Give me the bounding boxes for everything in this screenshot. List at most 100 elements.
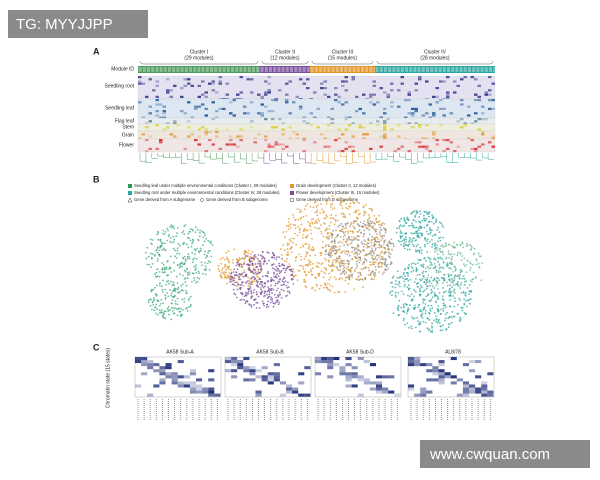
heatmap-cell xyxy=(425,124,429,127)
network-node xyxy=(322,286,325,289)
network-node xyxy=(441,258,444,260)
heatmap-cell xyxy=(281,143,285,146)
network-node xyxy=(437,271,440,274)
network-node xyxy=(328,224,331,227)
heatmap-cell xyxy=(475,375,482,379)
network-node xyxy=(228,272,231,275)
network-node xyxy=(294,256,297,259)
heatmap-cell xyxy=(414,357,421,361)
heatmap-cell xyxy=(304,366,311,370)
heatmap-cell xyxy=(239,135,243,138)
network-node xyxy=(167,279,170,282)
network-node xyxy=(428,311,430,314)
network-node xyxy=(417,227,420,230)
heatmap-cell xyxy=(208,387,215,391)
network-node xyxy=(367,221,369,224)
dendrogram xyxy=(263,153,270,164)
heatmap-cell xyxy=(243,105,247,108)
network-node xyxy=(371,249,374,252)
network-node xyxy=(342,215,345,218)
network-node xyxy=(243,261,246,263)
network-node xyxy=(192,258,195,261)
network-node xyxy=(282,278,284,280)
network-node xyxy=(235,281,238,284)
network-node xyxy=(308,243,310,246)
network-node xyxy=(426,251,429,253)
network-node xyxy=(343,266,346,268)
heatmap-cell xyxy=(344,76,348,79)
network-node xyxy=(256,266,258,268)
network-node xyxy=(363,229,365,232)
network-node xyxy=(305,274,308,277)
network-node xyxy=(420,315,422,318)
network-node xyxy=(329,248,332,251)
heatmap-cell xyxy=(285,99,289,102)
network-node xyxy=(447,291,450,294)
heatmap-cell xyxy=(225,143,229,146)
heatmap-cell xyxy=(214,393,221,397)
network-node xyxy=(176,264,179,266)
network-node xyxy=(353,288,356,290)
network-node xyxy=(451,311,454,313)
network-node xyxy=(397,239,400,242)
network-node xyxy=(375,217,378,220)
heatmap-cell xyxy=(155,84,159,87)
dendrogram xyxy=(417,153,424,163)
dendrogram xyxy=(157,153,164,157)
network-node xyxy=(157,300,160,303)
network-node xyxy=(433,233,436,236)
network-node xyxy=(409,224,412,227)
heatmap-cell xyxy=(438,360,445,364)
network-node xyxy=(448,305,451,307)
heatmap-cell xyxy=(462,384,469,388)
network-node xyxy=(323,267,326,269)
network-node xyxy=(260,289,263,291)
network-node xyxy=(151,253,154,255)
network-node xyxy=(462,292,465,294)
network-node xyxy=(364,223,366,226)
network-node xyxy=(396,227,398,230)
network-node xyxy=(167,235,170,238)
network-node xyxy=(193,277,196,279)
network-node xyxy=(250,281,253,283)
module-cell xyxy=(352,67,356,72)
network-node xyxy=(304,205,307,207)
network-node xyxy=(407,244,409,247)
network-node xyxy=(206,255,209,258)
network-node xyxy=(279,278,282,280)
network-node xyxy=(353,269,356,271)
heatmap-cell xyxy=(250,78,254,81)
network-node xyxy=(249,255,252,258)
network-node xyxy=(416,316,419,319)
network-node xyxy=(406,286,409,289)
network-node xyxy=(406,271,409,274)
network-node xyxy=(413,317,416,319)
network-node xyxy=(433,287,436,289)
heatmap-cell xyxy=(159,139,163,142)
module-cell xyxy=(331,67,335,72)
heatmap-cell xyxy=(278,89,282,92)
heatmap-cell xyxy=(320,82,324,85)
network-node xyxy=(325,214,328,217)
module-cell xyxy=(484,67,488,72)
network-node xyxy=(312,263,314,265)
network-node xyxy=(186,267,188,270)
heatmap-cell xyxy=(442,114,446,117)
network-node xyxy=(368,233,371,236)
network-node xyxy=(380,235,383,238)
network-node xyxy=(271,252,274,255)
network-node xyxy=(279,271,282,273)
module-cell xyxy=(184,67,188,72)
network-node xyxy=(151,239,154,241)
network-node xyxy=(288,243,290,245)
network-node xyxy=(445,256,448,259)
network-node xyxy=(150,266,153,268)
network-node xyxy=(276,256,278,258)
network-node xyxy=(264,282,267,284)
network-node xyxy=(451,255,454,258)
network-node xyxy=(418,303,421,306)
network-node xyxy=(340,259,343,262)
network-node xyxy=(162,279,165,282)
network-node xyxy=(261,285,264,287)
heatmap-cell xyxy=(337,150,341,153)
